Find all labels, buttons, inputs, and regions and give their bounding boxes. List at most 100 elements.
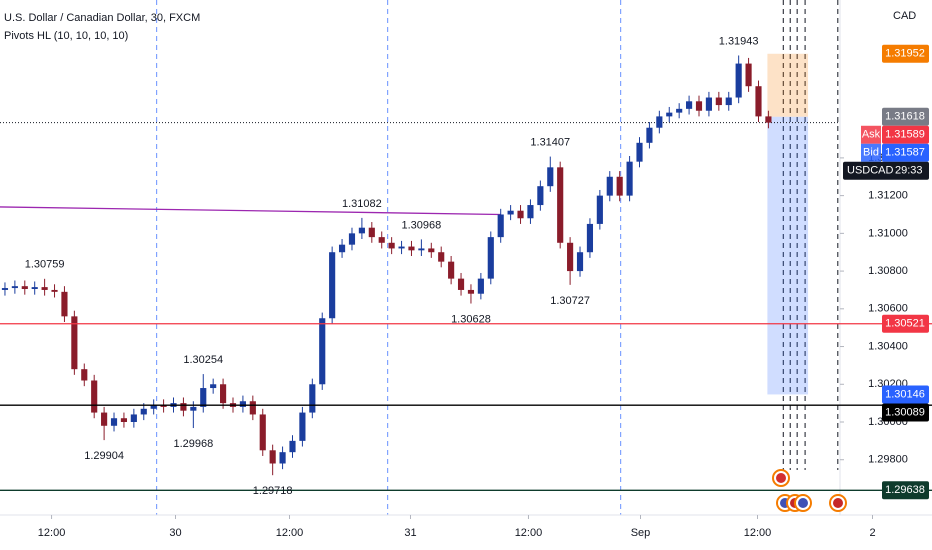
price-tag [843, 161, 929, 180]
candle-body [765, 116, 772, 123]
candle-body [408, 246, 415, 251]
candle-body [517, 210, 524, 219]
candle-body [626, 161, 633, 196]
candle-body [527, 205, 534, 219]
candle-body [418, 248, 425, 251]
pivot-label: 1.29968 [173, 438, 213, 450]
candle-body [676, 108, 683, 113]
candle-body [636, 142, 643, 162]
candle-body [666, 112, 673, 117]
x-tick-label: 30 [169, 527, 181, 539]
candle-body [160, 405, 167, 407]
candle-body [567, 242, 574, 272]
tag-countdown: 29:33 [895, 165, 923, 177]
candle-body [755, 86, 762, 117]
candle-body [210, 384, 217, 389]
candle-body [547, 167, 554, 187]
tag-value: 1.31952 [885, 48, 925, 60]
candle-body [358, 227, 365, 234]
candle-body [81, 369, 88, 381]
candle-body [110, 418, 118, 426]
candle-body [249, 401, 256, 415]
currency-label: CAD [893, 10, 916, 22]
plot-area [0, 0, 840, 515]
candle-body [735, 63, 742, 98]
candle-body [656, 116, 663, 128]
tag-value: 1.29638 [885, 484, 925, 496]
candle-body [438, 252, 445, 262]
price-tag [882, 314, 929, 333]
candle-body [715, 97, 722, 106]
candle-body [51, 289, 58, 292]
candle-body [398, 246, 405, 249]
candle-body [487, 237, 494, 279]
tag-value: 1.31618 [885, 111, 925, 123]
price-tag [882, 403, 929, 422]
pivot-label: 1.31082 [342, 198, 382, 210]
price-tag [882, 143, 929, 162]
candle-body [686, 101, 693, 109]
y-tick-label: 1.29800 [868, 454, 908, 466]
stop-zone [767, 116, 809, 395]
candle-body [140, 408, 147, 415]
candle-body [725, 97, 732, 106]
pivot-label: 1.30759 [25, 259, 65, 271]
tag-name-box [861, 143, 881, 162]
candle-body [31, 287, 38, 290]
chart-title: U.S. Dollar / Canadian Dollar, 30, FXCM [4, 12, 200, 24]
candle-body [457, 278, 465, 290]
y-tick-label: 1.31200 [868, 190, 908, 202]
candle-body [338, 244, 346, 253]
candle-body [388, 242, 395, 249]
y-tick-label: 1.30800 [868, 265, 908, 277]
candle-body [11, 286, 18, 289]
candle-body [448, 261, 455, 279]
candle-body [368, 227, 375, 238]
candle-body [606, 176, 613, 196]
candle-body [557, 167, 564, 243]
price-tag [882, 481, 929, 500]
candle-body [497, 214, 504, 238]
candle-body [695, 101, 703, 111]
candle-body [428, 248, 435, 253]
tag-value: 1.31589 [885, 129, 925, 141]
candle-body [537, 186, 544, 206]
candle-body [61, 291, 68, 317]
candle-body [705, 97, 712, 111]
pivot-label: 1.31407 [530, 136, 570, 148]
candle-body [279, 452, 286, 464]
candle-body [200, 388, 207, 407]
x-tick-label: 12:00 [515, 527, 543, 539]
candle-body [507, 210, 514, 215]
candle-body [120, 418, 128, 422]
y-tick-label: 1.31000 [868, 227, 908, 239]
candle-body [586, 223, 594, 253]
price-tag [882, 44, 929, 63]
x-tick-label: Sep [631, 527, 651, 539]
y-tick-label: 1.30600 [868, 303, 908, 315]
candle-body [41, 287, 48, 290]
y-tick-label: 1.30400 [868, 340, 908, 352]
candle-body [269, 450, 276, 464]
x-tick-label: 31 [404, 527, 416, 539]
candle-body [576, 252, 584, 272]
price-tag [882, 107, 929, 126]
pivot-label: 1.29904 [84, 450, 124, 462]
candle-body [299, 412, 306, 441]
candle-body [329, 252, 336, 319]
candle-body [259, 414, 266, 451]
x-tick-label: 12:00 [38, 527, 66, 539]
indicator-label: Pivots HL (10, 10, 10, 10) [4, 30, 128, 42]
pivot-label: 1.30968 [402, 219, 442, 231]
pivot-label: 1.31943 [719, 35, 759, 47]
candle-body [477, 278, 484, 294]
tag-name-box [861, 125, 881, 144]
candle-body [319, 318, 326, 385]
tag-name: USDCAD [847, 165, 894, 177]
target-zone [767, 53, 809, 117]
pivot-label: 1.29718 [253, 485, 293, 497]
tag-value: 1.30146 [885, 388, 925, 400]
tag-value: 1.31587 [885, 147, 925, 159]
tag-value: 1.30521 [885, 318, 925, 330]
candle-body [180, 403, 187, 411]
